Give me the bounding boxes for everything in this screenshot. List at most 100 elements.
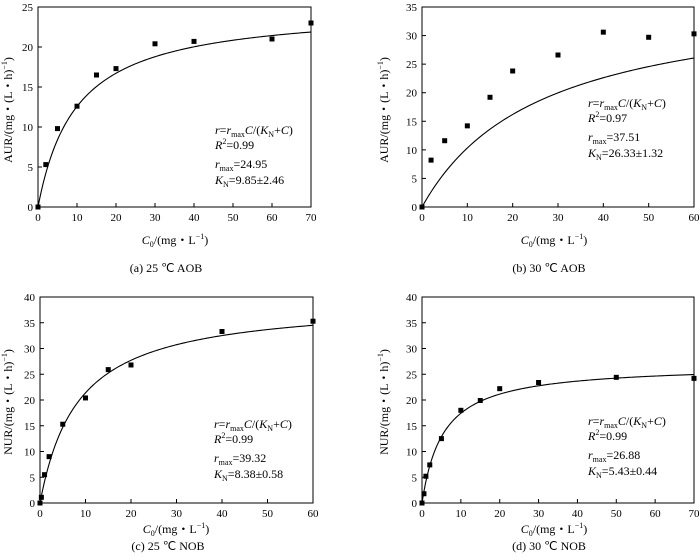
chart-a-data-point [55,126,60,132]
chart-a-x-tick-label: 0 [35,212,41,224]
chart-c-fit-curve [39,324,314,504]
chart-c-y-tick-label: 30 [24,344,36,356]
chart-c-r-squared: R2=0.99 [213,431,253,446]
chart-b-y-tick-label: 25 [406,59,418,71]
chart-c-y-tick-label: 15 [24,421,36,433]
chart-c-data-point [128,362,134,368]
chart-a-y-tick-label: 25 [22,2,34,14]
chart-d-data-point [497,386,503,392]
chart-c-kn: KN=8.38±0.58 [213,467,283,483]
chart-b-data-point [464,123,470,129]
chart-c-x-tick-label: 40 [217,508,229,520]
chart-b-caption: (b) 30 ℃ AOB [512,261,585,275]
chart-a-data-point [43,162,49,168]
chart-d-y-tick-label: 5 [412,472,418,484]
chart-b-data-point [419,204,425,210]
chart-c-y-tick-label: 10 [24,447,36,459]
chart-a-x-tick-label: 60 [267,212,279,224]
chart-panel-b: 0 10 20 30 40 50 60 0 5 10 15 20 25 30 35 C0/(mg・L−1) AU… [376,2,700,275]
chart-a-x-tick-label: 20 [111,212,123,224]
chart-c-rmax: rmax=39.32 [214,451,266,467]
chart-a-y-tick-label: 20 [22,42,34,54]
chart-b-y-tick-label: 35 [406,2,418,14]
chart-b-y-axis-label: AUR/(mg・(L・h)−1) [376,57,391,163]
chart-b-x-tick-label: 30 [553,212,565,224]
chart-b-x-tick-label: 50 [643,212,655,224]
chart-a-r-squared: R2=0.99 [214,137,254,152]
chart-b-data-point [691,31,697,37]
chart-a-data-point [152,41,158,47]
chart-d-x-tick-label: 50 [611,508,623,520]
chart-b-x-tick-label: 20 [507,212,519,224]
chart-b-data-point [510,68,516,74]
chart-panel-d: 0 10 20 30 40 50 60 700510152025303540C0/(mg・L−… [376,292,700,553]
chart-a-data-point [74,103,80,109]
chart-c-x-tick-label: 30 [171,508,183,520]
chart-a-kn: KN=9.85±2.46 [214,173,284,189]
chart-panel-c: 0 10 20 30 40 50 60 0 5 10 15 20 25 30 35 40 C0/(mg・L−1)… [0,292,319,553]
chart-b-x-tick-label: 60 [689,212,700,224]
chart-d-kn: KN=5.43±0.44 [587,464,657,480]
chart-a-x-tick-label: 40 [189,212,201,224]
chart-b-y-tick-label: 5 [412,173,418,185]
chart-c-caption: (c) 25 ℃ NOB [131,539,204,553]
chart-b-r-squared: R2=0.97 [587,110,627,125]
chart-c-data-point [42,472,48,478]
chart-d-y-tick-label: 20 [406,395,418,407]
chart-d-data-point [458,407,464,413]
chart-d-data-point [419,500,425,506]
chart-c-data-point [310,318,316,324]
chart-a-plot-frame [37,6,312,208]
chart-a-caption: (a) 25 ℃ AOB [130,261,202,275]
chart-c-y-axis-label: NUR/(mg・(L・h)−1) [0,349,15,455]
chart-a-data-point [94,72,99,78]
chart-b-data-point [600,29,606,35]
chart-d-fit-curve [421,373,695,504]
chart-d-y-tick-label: 15 [406,421,418,433]
chart-d-data-point [691,375,697,381]
chart-d-x-tick-label: 70 [689,508,700,520]
chart-a-data-point [308,20,314,26]
chart-c-fit-equation: r=rmaxC/(KN+C) [214,417,292,433]
chart-c-x-tick-label: 50 [262,508,274,520]
chart-b-x-tick-label: 10 [462,212,474,224]
chart-b-y-tick-label: 0 [412,202,418,214]
chart-c-x-tick-label: 20 [126,508,138,520]
chart-d-x-tick-label: 60 [650,508,662,520]
chart-d-y-axis-label: NUR/(mg・(L・h)−1) [376,349,391,455]
chart-a-data-point [191,38,197,44]
chart-c-y-tick-label: 25 [24,369,36,381]
chart-b-data-point [487,94,493,100]
chart-a-x-tick-label: 50 [228,212,240,224]
chart-a-x-tick-label: 10 [72,212,84,224]
chart-b-data-point [442,138,448,144]
chart-c-data-point [60,421,66,427]
chart-a-x-tick-label: 70 [306,212,318,224]
chart-c-data-point [38,494,44,500]
chart-a-x-tick-label: 30 [150,212,162,224]
chart-a-fit-equation: r=rmaxC/(KN+C) [215,123,293,139]
chart-b-data-point [428,157,434,163]
chart-b-x-tick-label: 0 [419,212,425,224]
chart-c-x-tick-label: 0 [37,508,43,520]
chart-d-x-axis-label: C0/(mg・L−1) [521,521,588,538]
chart-a-y-tick-label: 5 [28,162,34,174]
chart-d-data-point [423,473,429,479]
chart-c-y-tick-label: 35 [24,318,36,330]
chart-a-fit-curve [37,31,312,208]
chart-b-y-tick-label: 15 [406,116,418,128]
chart-d-data-point [421,491,427,497]
chart-b-y-tick-label: 20 [406,88,418,100]
chart-panel-a: 0 10 20 30 40 50 60 70 0 5 10 15 20 25 C0/(mg・L−1) AUR/… [0,2,317,275]
chart-d-x-tick-label: 40 [572,508,584,520]
chart-a-x-axis-label: C0/(mg・L−1) [142,232,209,249]
chart-c-data-point [105,367,111,373]
chart-d-data-point [438,436,444,442]
chart-b-fit-equation: r=rmaxC/(KN+C) [588,96,666,112]
chart-b-rmax: rmax=37.51 [588,130,640,146]
chart-c-x-tick-label: 60 [308,508,320,520]
chart-b-y-tick-label: 10 [406,145,418,157]
chart-d-data-point [613,374,619,380]
chart-d-y-tick-label: 25 [406,369,418,381]
